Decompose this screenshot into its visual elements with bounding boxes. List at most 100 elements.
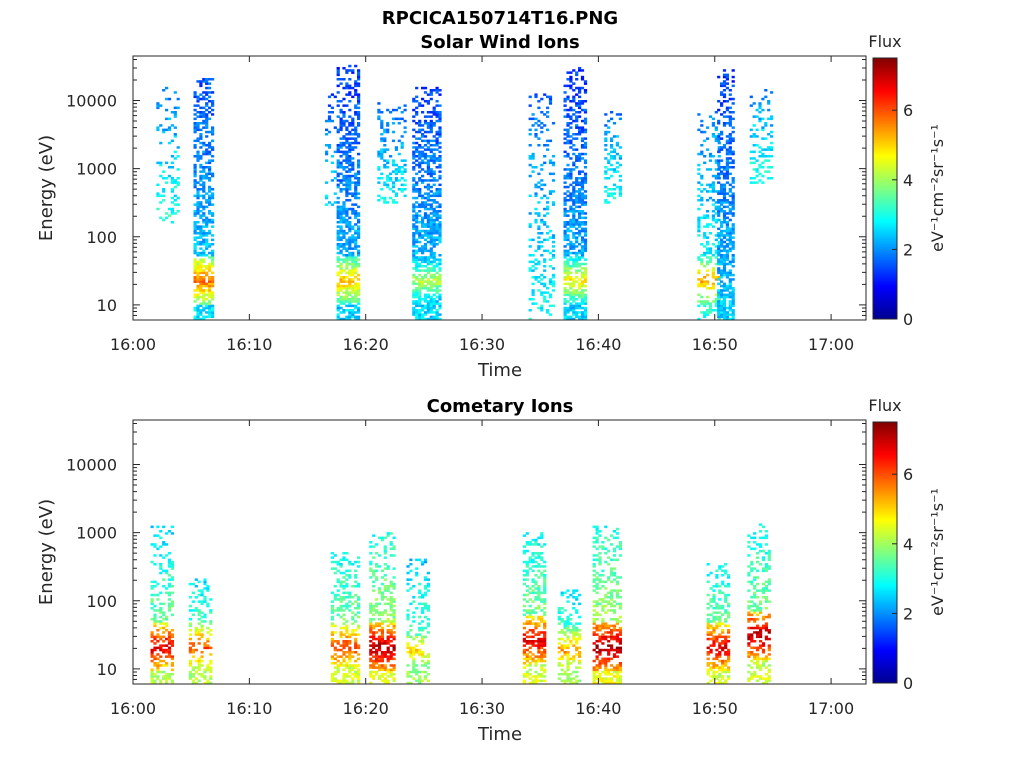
heatmap-cell <box>537 124 541 127</box>
heatmap-cell <box>415 212 419 215</box>
heatmap-cell <box>203 675 207 678</box>
heatmap-cell <box>758 179 762 182</box>
heatmap-cell <box>720 256 724 259</box>
heatmap-cell <box>351 168 355 171</box>
heatmap-cell <box>525 675 529 678</box>
heatmap-cell <box>717 161 721 165</box>
heatmap-cell <box>208 256 212 259</box>
heatmap-cell <box>580 298 585 301</box>
heatmap-cell <box>595 668 599 672</box>
heatmap-cell <box>572 260 576 264</box>
heatmap-cell <box>336 313 340 316</box>
heatmap-cell <box>563 626 567 630</box>
heatmap-cell <box>728 148 732 151</box>
heatmap-cell <box>435 133 439 136</box>
heatmap-cell <box>333 596 337 599</box>
heatmap-cell <box>720 146 724 149</box>
heatmap-cell <box>423 100 428 103</box>
heatmap-cell <box>540 558 544 562</box>
heatmap-cell <box>412 207 416 211</box>
heatmap-cell <box>720 192 724 195</box>
heatmap-cell <box>415 282 419 286</box>
heatmap-cell <box>438 293 442 297</box>
heatmap-cell <box>703 214 707 217</box>
heatmap-cell <box>618 174 622 178</box>
heatmap-cell <box>566 624 570 628</box>
heatmap-cell <box>580 126 585 129</box>
heatmap-cell <box>583 194 588 198</box>
heatmap-cell <box>412 260 416 264</box>
heatmap-cell <box>400 111 404 114</box>
heatmap-cell <box>572 95 576 99</box>
heatmap-cell <box>438 194 442 198</box>
heatmap-cell <box>610 194 614 198</box>
heatmap-cell <box>375 670 379 674</box>
heatmap-cell <box>731 196 735 200</box>
heatmap-cell <box>330 640 334 643</box>
heatmap-cell <box>725 100 729 103</box>
heatmap-cell <box>432 144 436 147</box>
heatmap-cell <box>563 225 567 228</box>
heatmap-cell <box>725 141 729 145</box>
heatmap-cell <box>432 106 436 110</box>
heatmap-cell <box>543 576 547 579</box>
heatmap-cell <box>357 633 361 636</box>
heatmap-cell <box>537 536 541 540</box>
heatmap-cell <box>421 284 425 288</box>
heatmap-cell <box>342 284 346 288</box>
heatmap-cell <box>557 646 561 650</box>
heatmap-cell <box>380 133 384 136</box>
heatmap-cell <box>540 571 544 575</box>
heatmap-cell <box>150 580 154 584</box>
heatmap-cell <box>722 168 727 171</box>
heatmap-cell <box>543 602 547 606</box>
heatmap-cell <box>208 315 212 319</box>
heatmap-cell <box>345 596 349 599</box>
heatmap-cell <box>598 580 602 584</box>
heatmap-cell <box>432 124 436 127</box>
heatmap-cell <box>345 289 349 292</box>
heatmap-cell <box>432 304 436 308</box>
heatmap-cell <box>336 563 340 566</box>
heatmap-cell <box>357 225 361 228</box>
heatmap-cell <box>432 236 436 239</box>
heatmap-cell <box>375 543 379 546</box>
heatmap-cell <box>196 304 200 308</box>
heatmap-cell <box>197 589 201 592</box>
heatmap-cell <box>342 113 346 116</box>
heatmap-cell <box>400 183 404 187</box>
heatmap-cell <box>583 196 588 200</box>
heatmap-cell <box>412 190 416 193</box>
heatmap-cell <box>202 240 206 244</box>
heatmap-cell <box>415 278 419 281</box>
heatmap-cell <box>383 163 387 167</box>
heatmap-cell <box>717 205 721 209</box>
heatmap-cell <box>575 223 579 226</box>
heatmap-cell <box>537 556 541 559</box>
heatmap-cell <box>569 256 573 259</box>
heatmap-cell <box>615 152 619 156</box>
heatmap-cell <box>345 207 349 211</box>
heatmap-cell <box>418 188 422 191</box>
heatmap-cell <box>770 130 774 134</box>
heatmap-cell <box>342 144 346 147</box>
heatmap-cell <box>731 201 735 204</box>
heatmap-cell <box>205 144 209 147</box>
heatmap-cell <box>720 91 724 94</box>
heatmap-cell <box>167 607 172 610</box>
heatmap-cell <box>412 203 416 206</box>
heatmap-cell <box>543 543 547 546</box>
heatmap-cell <box>572 212 576 215</box>
heatmap-cell <box>167 609 172 612</box>
heatmap-cell <box>389 155 393 158</box>
heatmap-cell <box>336 648 340 652</box>
heatmap-cell <box>421 269 425 272</box>
heatmap-cell <box>392 613 396 617</box>
heatmap-cell <box>426 258 430 261</box>
heatmap-cell <box>339 596 343 599</box>
heatmap-cell <box>531 589 535 592</box>
heatmap-cell <box>578 155 582 158</box>
heatmap-cell <box>167 593 172 597</box>
heatmap-cell <box>357 300 361 303</box>
heatmap-cell <box>345 139 349 143</box>
